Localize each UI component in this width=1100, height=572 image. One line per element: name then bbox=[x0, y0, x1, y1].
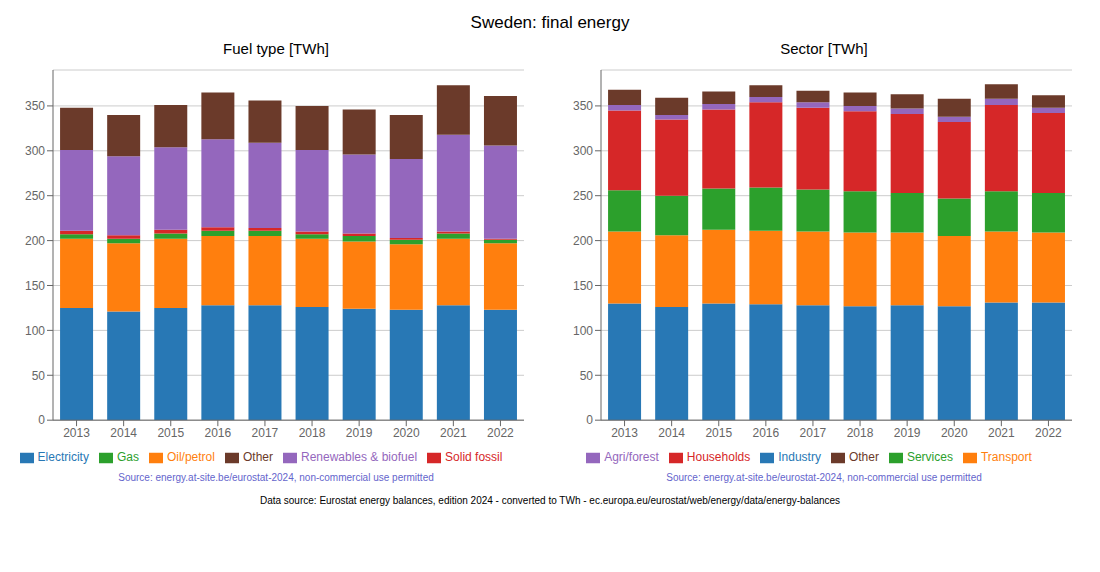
svg-text:200: 200 bbox=[25, 234, 45, 248]
svg-text:2015: 2015 bbox=[157, 426, 184, 440]
svg-text:2020: 2020 bbox=[393, 426, 420, 440]
svg-text:2016: 2016 bbox=[752, 426, 779, 440]
svg-text:50: 50 bbox=[32, 369, 46, 383]
svg-text:300: 300 bbox=[25, 144, 45, 158]
svg-text:350: 350 bbox=[25, 99, 45, 113]
html-text:Sector [TWh]: Sector [TWh] bbox=[780, 40, 868, 57]
svg-text:150: 150 bbox=[25, 279, 45, 293]
svg-text:2022: 2022 bbox=[1035, 426, 1062, 440]
html-text:Source: energy.at-site.be/euro: Source: energy.at-site.be/eurostat-2024,… bbox=[118, 472, 434, 483]
svg-text:2013: 2013 bbox=[63, 426, 90, 440]
html-text:Industry: Industry bbox=[778, 450, 821, 465]
html-text:Services: Services bbox=[906, 450, 953, 465]
html-text:Oil/petrol: Oil/petrol bbox=[166, 450, 215, 465]
svg-text:150: 150 bbox=[573, 279, 593, 293]
html-text:Electricity: Electricity bbox=[37, 450, 89, 465]
html-text:Source: energy.at-site.be/euro: Source: energy.at-site.be/eurostat-2024,… bbox=[666, 472, 982, 483]
svg-text:2014: 2014 bbox=[658, 426, 685, 440]
svg-text:50: 50 bbox=[580, 369, 594, 383]
html-text:Other: Other bbox=[243, 450, 273, 465]
svg-text:0: 0 bbox=[38, 413, 45, 427]
html-text:Transport: Transport bbox=[980, 450, 1032, 465]
svg-text:0: 0 bbox=[586, 413, 593, 427]
svg-text:200: 200 bbox=[573, 234, 593, 248]
svg-text:100: 100 bbox=[25, 324, 45, 338]
svg-text:2013: 2013 bbox=[611, 426, 638, 440]
svg-text:250: 250 bbox=[573, 189, 593, 203]
html-text:Other: Other bbox=[848, 450, 879, 465]
svg-text:2019: 2019 bbox=[894, 426, 921, 440]
html-text:Data source: Eurostat energy b: Data source: Eurostat energy balances, e… bbox=[259, 495, 841, 506]
html-text:Agri/forest: Agri/forest bbox=[604, 450, 659, 465]
svg-text:2017: 2017 bbox=[252, 426, 279, 440]
html-text:Households: Households bbox=[686, 450, 751, 465]
svg-text:2018: 2018 bbox=[847, 426, 874, 440]
svg-text:2018: 2018 bbox=[299, 426, 326, 440]
html-text:Sweden: final energy: Sweden: final energy bbox=[470, 13, 630, 32]
svg-text:100: 100 bbox=[573, 324, 593, 338]
svg-text:350: 350 bbox=[573, 99, 593, 113]
svg-text:2021: 2021 bbox=[988, 426, 1015, 440]
svg-text:2016: 2016 bbox=[204, 426, 231, 440]
svg-text:250: 250 bbox=[25, 189, 45, 203]
svg-text:2019: 2019 bbox=[346, 426, 373, 440]
svg-text:2022: 2022 bbox=[487, 426, 514, 440]
svg-text:2020: 2020 bbox=[941, 426, 968, 440]
html-text:Gas: Gas bbox=[116, 450, 139, 465]
html-text:Solid fossil: Solid fossil bbox=[445, 450, 503, 465]
svg-text:2014: 2014 bbox=[110, 426, 137, 440]
svg-text:2015: 2015 bbox=[705, 426, 732, 440]
html-text:Fuel type [TWh]: Fuel type [TWh] bbox=[223, 40, 329, 57]
svg-text:2021: 2021 bbox=[440, 426, 467, 440]
svg-text:2017: 2017 bbox=[800, 426, 827, 440]
svg-text:300: 300 bbox=[573, 144, 593, 158]
html-text:Renewables & biofuel: Renewables & biofuel bbox=[301, 450, 418, 465]
